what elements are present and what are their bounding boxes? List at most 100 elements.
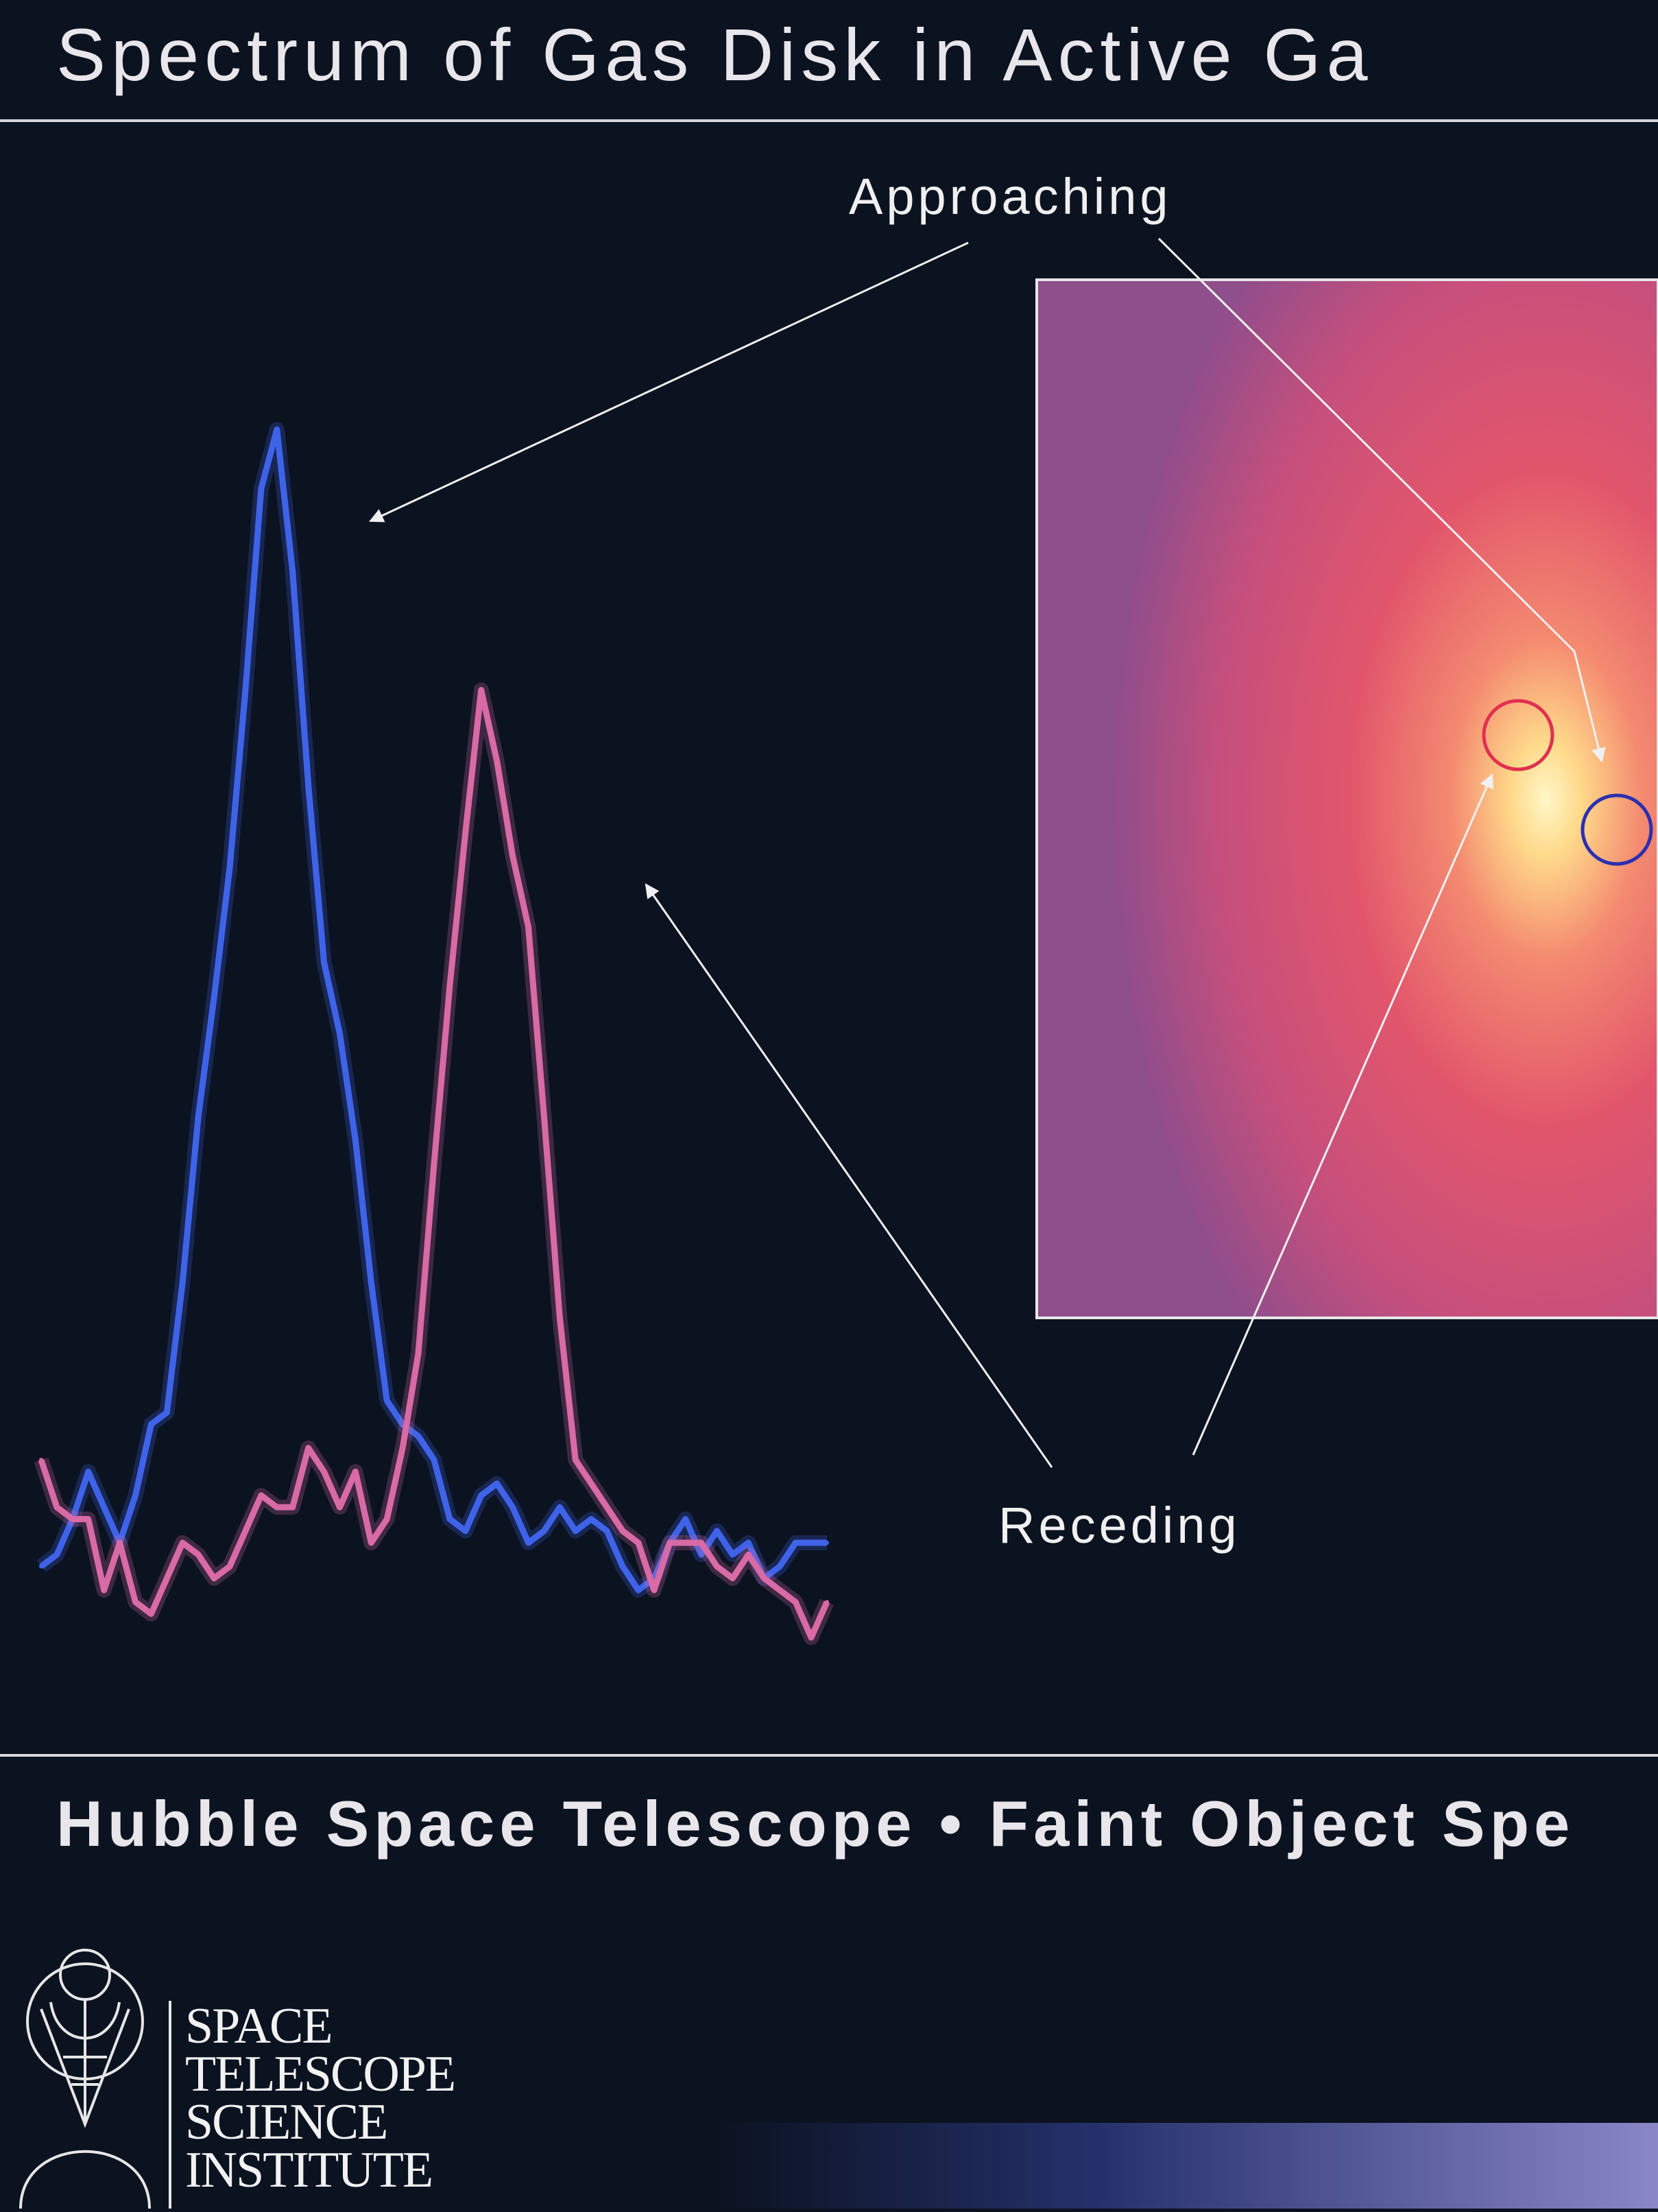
stsci-logo-icon xyxy=(19,1949,171,2209)
receding-data-point xyxy=(809,1635,814,1640)
approaching-data-point xyxy=(746,1541,751,1545)
approaching-data-point xyxy=(133,1493,138,1498)
receding-data-point xyxy=(133,1600,138,1604)
approaching-data-point xyxy=(180,1280,185,1284)
approaching-data-point xyxy=(683,1517,688,1522)
approaching-data-point xyxy=(526,1541,531,1545)
approaching-data-point xyxy=(825,1541,829,1545)
receding-data-point xyxy=(714,1564,719,1569)
receding-data-point xyxy=(621,1528,625,1533)
approaching-data-point xyxy=(322,960,326,965)
receding-arrow-to-image xyxy=(1192,773,1494,1456)
approaching-data-point xyxy=(290,569,295,574)
receding-data-point xyxy=(165,1576,169,1580)
approaching-data-point xyxy=(463,1528,468,1533)
receding-data-point xyxy=(730,1576,735,1580)
approaching-data-point xyxy=(605,1528,610,1533)
receding-data-point xyxy=(196,1552,201,1557)
receding-data-point xyxy=(337,1505,342,1510)
receding-data-point xyxy=(463,830,468,834)
approaching-data-point xyxy=(510,1505,515,1510)
receding-data-point xyxy=(180,1541,185,1545)
receding-label: Receding xyxy=(998,1497,1240,1554)
institution-name: SPACE TELESCOPE SCIENCE INSTITUTE xyxy=(185,1998,456,2198)
approaching-data-point xyxy=(306,782,311,787)
approaching-data-point xyxy=(730,1552,735,1557)
receding-data-point xyxy=(542,1114,546,1119)
approaching-series-line xyxy=(39,426,827,1594)
receding-data-point xyxy=(793,1600,798,1604)
receding-data-point xyxy=(494,759,499,763)
receding-data-point xyxy=(447,984,452,989)
approaching-data-point xyxy=(621,1564,625,1569)
approaching-data-point xyxy=(589,1517,594,1522)
approaching-data-point xyxy=(228,865,232,870)
approaching-data-point xyxy=(54,1552,59,1557)
approaching-data-point xyxy=(542,1528,546,1533)
receding-data-point xyxy=(589,1481,594,1486)
receding-data-point xyxy=(385,1517,389,1522)
receding-data-point xyxy=(228,1564,232,1569)
receding-data-point xyxy=(573,1458,578,1463)
institution-line: SPACE xyxy=(185,1998,333,2054)
gas-disk-image xyxy=(1035,278,1658,1319)
receding-data-point xyxy=(353,1469,358,1474)
receding-data-point xyxy=(479,688,483,693)
approaching-region-marker xyxy=(1482,699,1554,771)
approaching-data-point xyxy=(196,1114,201,1119)
receding-data-point xyxy=(651,1588,656,1593)
institution-line: INSTITUTE xyxy=(185,2142,433,2198)
institution-line: SCIENCE xyxy=(185,2094,388,2150)
approaching-data-point xyxy=(809,1541,814,1545)
approaching-data-point xyxy=(243,688,248,693)
receding-data-point xyxy=(274,1505,279,1510)
approaching-data-point xyxy=(432,1458,436,1463)
receding-data-point xyxy=(825,1600,829,1604)
approaching-data-point xyxy=(369,1280,374,1284)
receding-data-point xyxy=(762,1576,767,1580)
receding-data-point xyxy=(416,1351,421,1356)
receding-data-point xyxy=(212,1576,217,1580)
receding-data-point xyxy=(54,1505,59,1510)
approaching-arrow-to-image xyxy=(1157,237,1606,763)
receding-data-point xyxy=(117,1541,122,1545)
approaching-data-point xyxy=(494,1481,499,1486)
receding-data-point xyxy=(432,1162,436,1166)
receding-data-point xyxy=(683,1541,688,1545)
receding-data-point xyxy=(86,1517,91,1522)
approaching-data-point xyxy=(353,1138,358,1142)
approaching-data-point xyxy=(636,1588,640,1593)
receding-arrow-to-spectrum xyxy=(645,883,1053,1468)
receding-data-point xyxy=(290,1505,295,1510)
receding-data-point xyxy=(39,1458,43,1463)
receding-data-point xyxy=(510,854,515,858)
approaching-data-point xyxy=(714,1528,719,1533)
approaching-data-point xyxy=(337,1031,342,1036)
receding-data-point xyxy=(667,1541,672,1545)
approaching-data-point xyxy=(274,427,279,432)
receding-data-point xyxy=(746,1552,751,1557)
annotation-arrows xyxy=(369,237,1606,1468)
receding-data-point xyxy=(778,1588,782,1593)
approaching-data-point xyxy=(259,486,263,491)
receding-region-marker xyxy=(1581,793,1653,866)
receding-data-point xyxy=(636,1541,640,1545)
institution-line: TELESCOPE xyxy=(185,2046,456,2102)
receding-data-point xyxy=(699,1541,704,1545)
receding-data-point xyxy=(243,1528,248,1533)
approaching-data-point xyxy=(447,1517,452,1522)
approaching-data-point xyxy=(165,1410,169,1415)
approaching-data-point xyxy=(573,1528,578,1533)
receding-data-point xyxy=(369,1541,374,1545)
figure-title: Spectrum of Gas Disk in Active Ga xyxy=(56,13,1373,96)
spectrum-plot xyxy=(34,422,834,1646)
footer-gradient-band xyxy=(713,2123,1658,2209)
approaching-data-point xyxy=(557,1505,562,1510)
receding-data-point xyxy=(70,1517,75,1522)
approaching-data-point xyxy=(699,1552,704,1557)
approaching-data-point xyxy=(479,1493,483,1498)
receding-data-point xyxy=(322,1469,326,1474)
approaching-data-point xyxy=(86,1469,91,1474)
